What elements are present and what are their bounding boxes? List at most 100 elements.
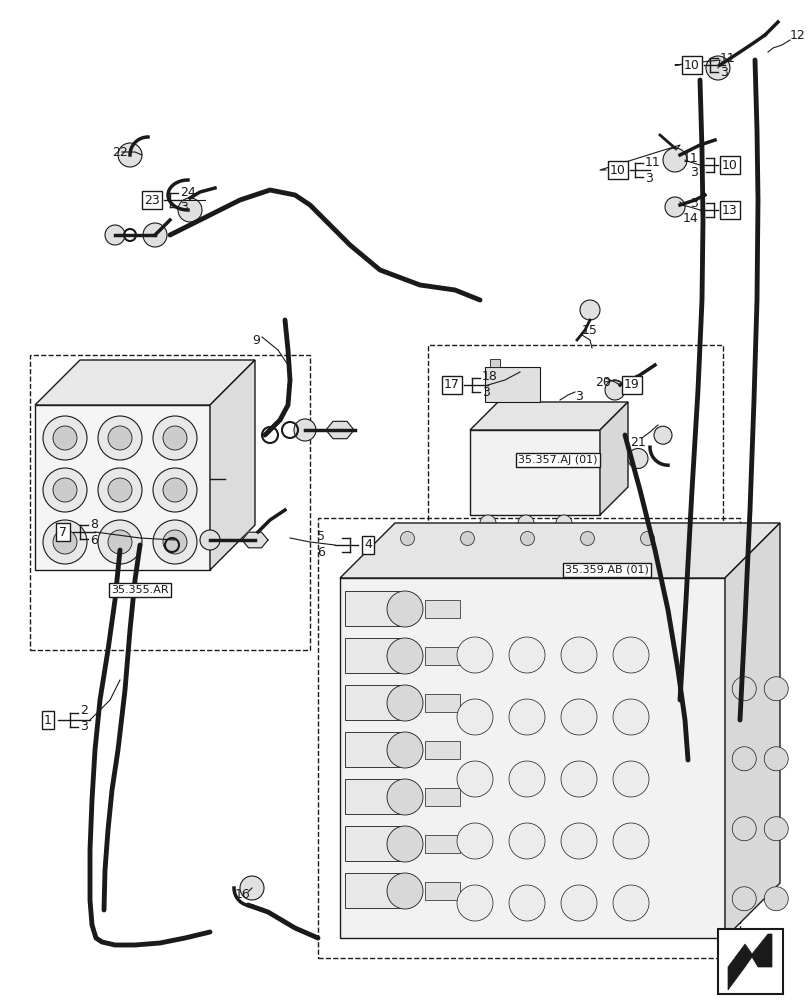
- Circle shape: [387, 732, 423, 768]
- Circle shape: [163, 478, 187, 502]
- Circle shape: [98, 520, 142, 564]
- Circle shape: [664, 197, 684, 217]
- Circle shape: [612, 761, 648, 797]
- Bar: [424, 600, 460, 618]
- Circle shape: [98, 416, 142, 460]
- Text: 7: 7: [59, 526, 67, 538]
- Circle shape: [560, 637, 596, 673]
- Circle shape: [508, 637, 544, 673]
- Circle shape: [457, 885, 492, 921]
- Text: 3: 3: [644, 172, 652, 185]
- Circle shape: [294, 419, 315, 441]
- Bar: [424, 882, 460, 900]
- Circle shape: [763, 747, 787, 771]
- Text: 17: 17: [444, 378, 459, 391]
- Circle shape: [118, 143, 142, 167]
- Text: 3: 3: [689, 197, 697, 210]
- Circle shape: [43, 520, 87, 564]
- Bar: [345, 591, 400, 626]
- Circle shape: [460, 532, 474, 546]
- Circle shape: [556, 515, 571, 531]
- Bar: [345, 685, 400, 720]
- Text: 3: 3: [180, 201, 187, 214]
- Text: 18: 18: [482, 370, 497, 383]
- Circle shape: [43, 416, 87, 460]
- Circle shape: [53, 426, 77, 450]
- Circle shape: [108, 426, 132, 450]
- Circle shape: [105, 225, 125, 245]
- Circle shape: [457, 699, 492, 735]
- Text: 11: 11: [681, 152, 697, 165]
- Circle shape: [579, 300, 599, 320]
- Bar: [424, 647, 460, 665]
- Text: 19: 19: [624, 378, 639, 391]
- Text: 20: 20: [594, 375, 610, 388]
- Circle shape: [457, 761, 492, 797]
- Bar: [484, 367, 539, 402]
- Circle shape: [143, 223, 167, 247]
- Bar: [345, 779, 400, 814]
- Circle shape: [640, 532, 654, 546]
- Polygon shape: [210, 360, 255, 570]
- Circle shape: [612, 885, 648, 921]
- Circle shape: [560, 699, 596, 735]
- Polygon shape: [35, 405, 210, 570]
- Text: 35.355.AR: 35.355.AR: [111, 585, 169, 595]
- Circle shape: [705, 56, 729, 80]
- Circle shape: [387, 826, 423, 862]
- Polygon shape: [35, 360, 255, 405]
- Bar: [345, 826, 400, 861]
- Bar: [345, 873, 400, 908]
- Polygon shape: [727, 934, 771, 990]
- Bar: [424, 741, 460, 759]
- Circle shape: [653, 426, 672, 444]
- Circle shape: [479, 515, 496, 531]
- Circle shape: [387, 685, 423, 721]
- Polygon shape: [599, 402, 627, 515]
- Bar: [424, 694, 460, 712]
- Bar: [424, 835, 460, 853]
- Circle shape: [43, 468, 87, 512]
- Text: 6: 6: [317, 546, 324, 560]
- Circle shape: [732, 747, 755, 771]
- Polygon shape: [340, 523, 779, 578]
- Circle shape: [400, 532, 414, 546]
- Circle shape: [387, 591, 423, 627]
- Circle shape: [612, 823, 648, 859]
- Text: 14: 14: [681, 212, 697, 225]
- Text: 3: 3: [719, 66, 727, 79]
- Text: 8: 8: [90, 518, 98, 530]
- Text: 10: 10: [683, 59, 699, 72]
- Polygon shape: [470, 402, 627, 430]
- Circle shape: [108, 530, 132, 554]
- Polygon shape: [340, 578, 724, 938]
- Circle shape: [508, 885, 544, 921]
- Polygon shape: [470, 430, 599, 515]
- Circle shape: [200, 530, 220, 550]
- Circle shape: [508, 699, 544, 735]
- Text: 3: 3: [482, 386, 489, 399]
- Circle shape: [732, 887, 755, 911]
- Text: 3: 3: [689, 166, 697, 179]
- Circle shape: [387, 638, 423, 674]
- Text: 21: 21: [629, 436, 645, 448]
- Circle shape: [163, 426, 187, 450]
- Text: 3: 3: [574, 390, 582, 403]
- Text: 24: 24: [180, 186, 195, 199]
- Text: 35.357.AJ (01): 35.357.AJ (01): [517, 455, 597, 465]
- Text: 12: 12: [789, 29, 805, 42]
- Circle shape: [663, 148, 686, 172]
- Text: 15: 15: [581, 324, 597, 336]
- Circle shape: [560, 823, 596, 859]
- Circle shape: [163, 530, 187, 554]
- Text: 4: 4: [363, 538, 371, 552]
- Text: 11: 11: [719, 52, 735, 65]
- Circle shape: [508, 761, 544, 797]
- Text: 22: 22: [112, 146, 127, 159]
- Circle shape: [387, 779, 423, 815]
- Circle shape: [560, 885, 596, 921]
- Circle shape: [53, 478, 77, 502]
- Circle shape: [732, 677, 755, 701]
- Circle shape: [732, 817, 755, 841]
- Text: 6: 6: [90, 534, 98, 546]
